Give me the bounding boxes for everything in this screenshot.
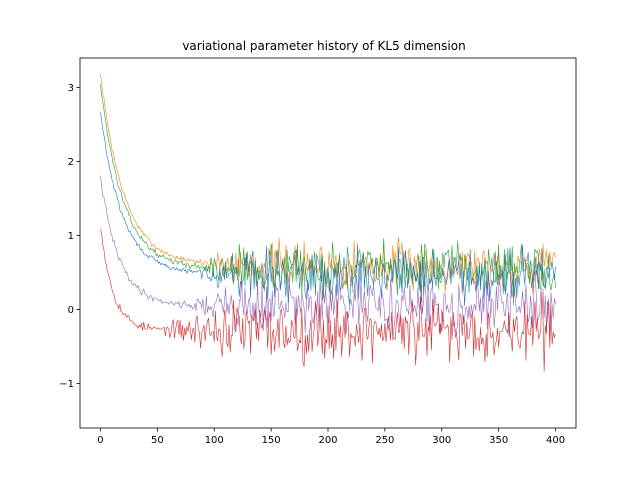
series-line — [100, 229, 556, 372]
y-tick-label: 0 — [68, 305, 74, 316]
y-tick-label: 2 — [68, 157, 74, 168]
series-group — [100, 73, 556, 372]
y-tick-label: 3 — [68, 83, 74, 94]
x-tick-label: 250 — [375, 435, 394, 446]
x-tick-label: 100 — [205, 435, 224, 446]
x-tick-label: 400 — [546, 435, 565, 446]
x-tick-label: 200 — [318, 435, 337, 446]
series-line — [100, 175, 556, 341]
y-axis: −1 0 1 2 3 — [59, 83, 80, 390]
chart-title: variational parameter history of KL5 dim… — [182, 39, 465, 53]
x-tick-label: 300 — [432, 435, 451, 446]
series-line — [100, 111, 556, 306]
x-tick-label: 350 — [489, 435, 508, 446]
x-tick-label: 0 — [97, 435, 103, 446]
x-tick-label: 50 — [151, 435, 164, 446]
y-tick-label: −1 — [59, 379, 74, 390]
plot-area: 0 50 100 150 200 250 300 350 400 −1 0 1 2 3 — [59, 57, 577, 446]
x-tick-label: 150 — [262, 435, 281, 446]
y-tick-label: 1 — [68, 231, 74, 242]
x-axis: 0 50 100 150 200 250 300 350 400 — [97, 428, 565, 446]
